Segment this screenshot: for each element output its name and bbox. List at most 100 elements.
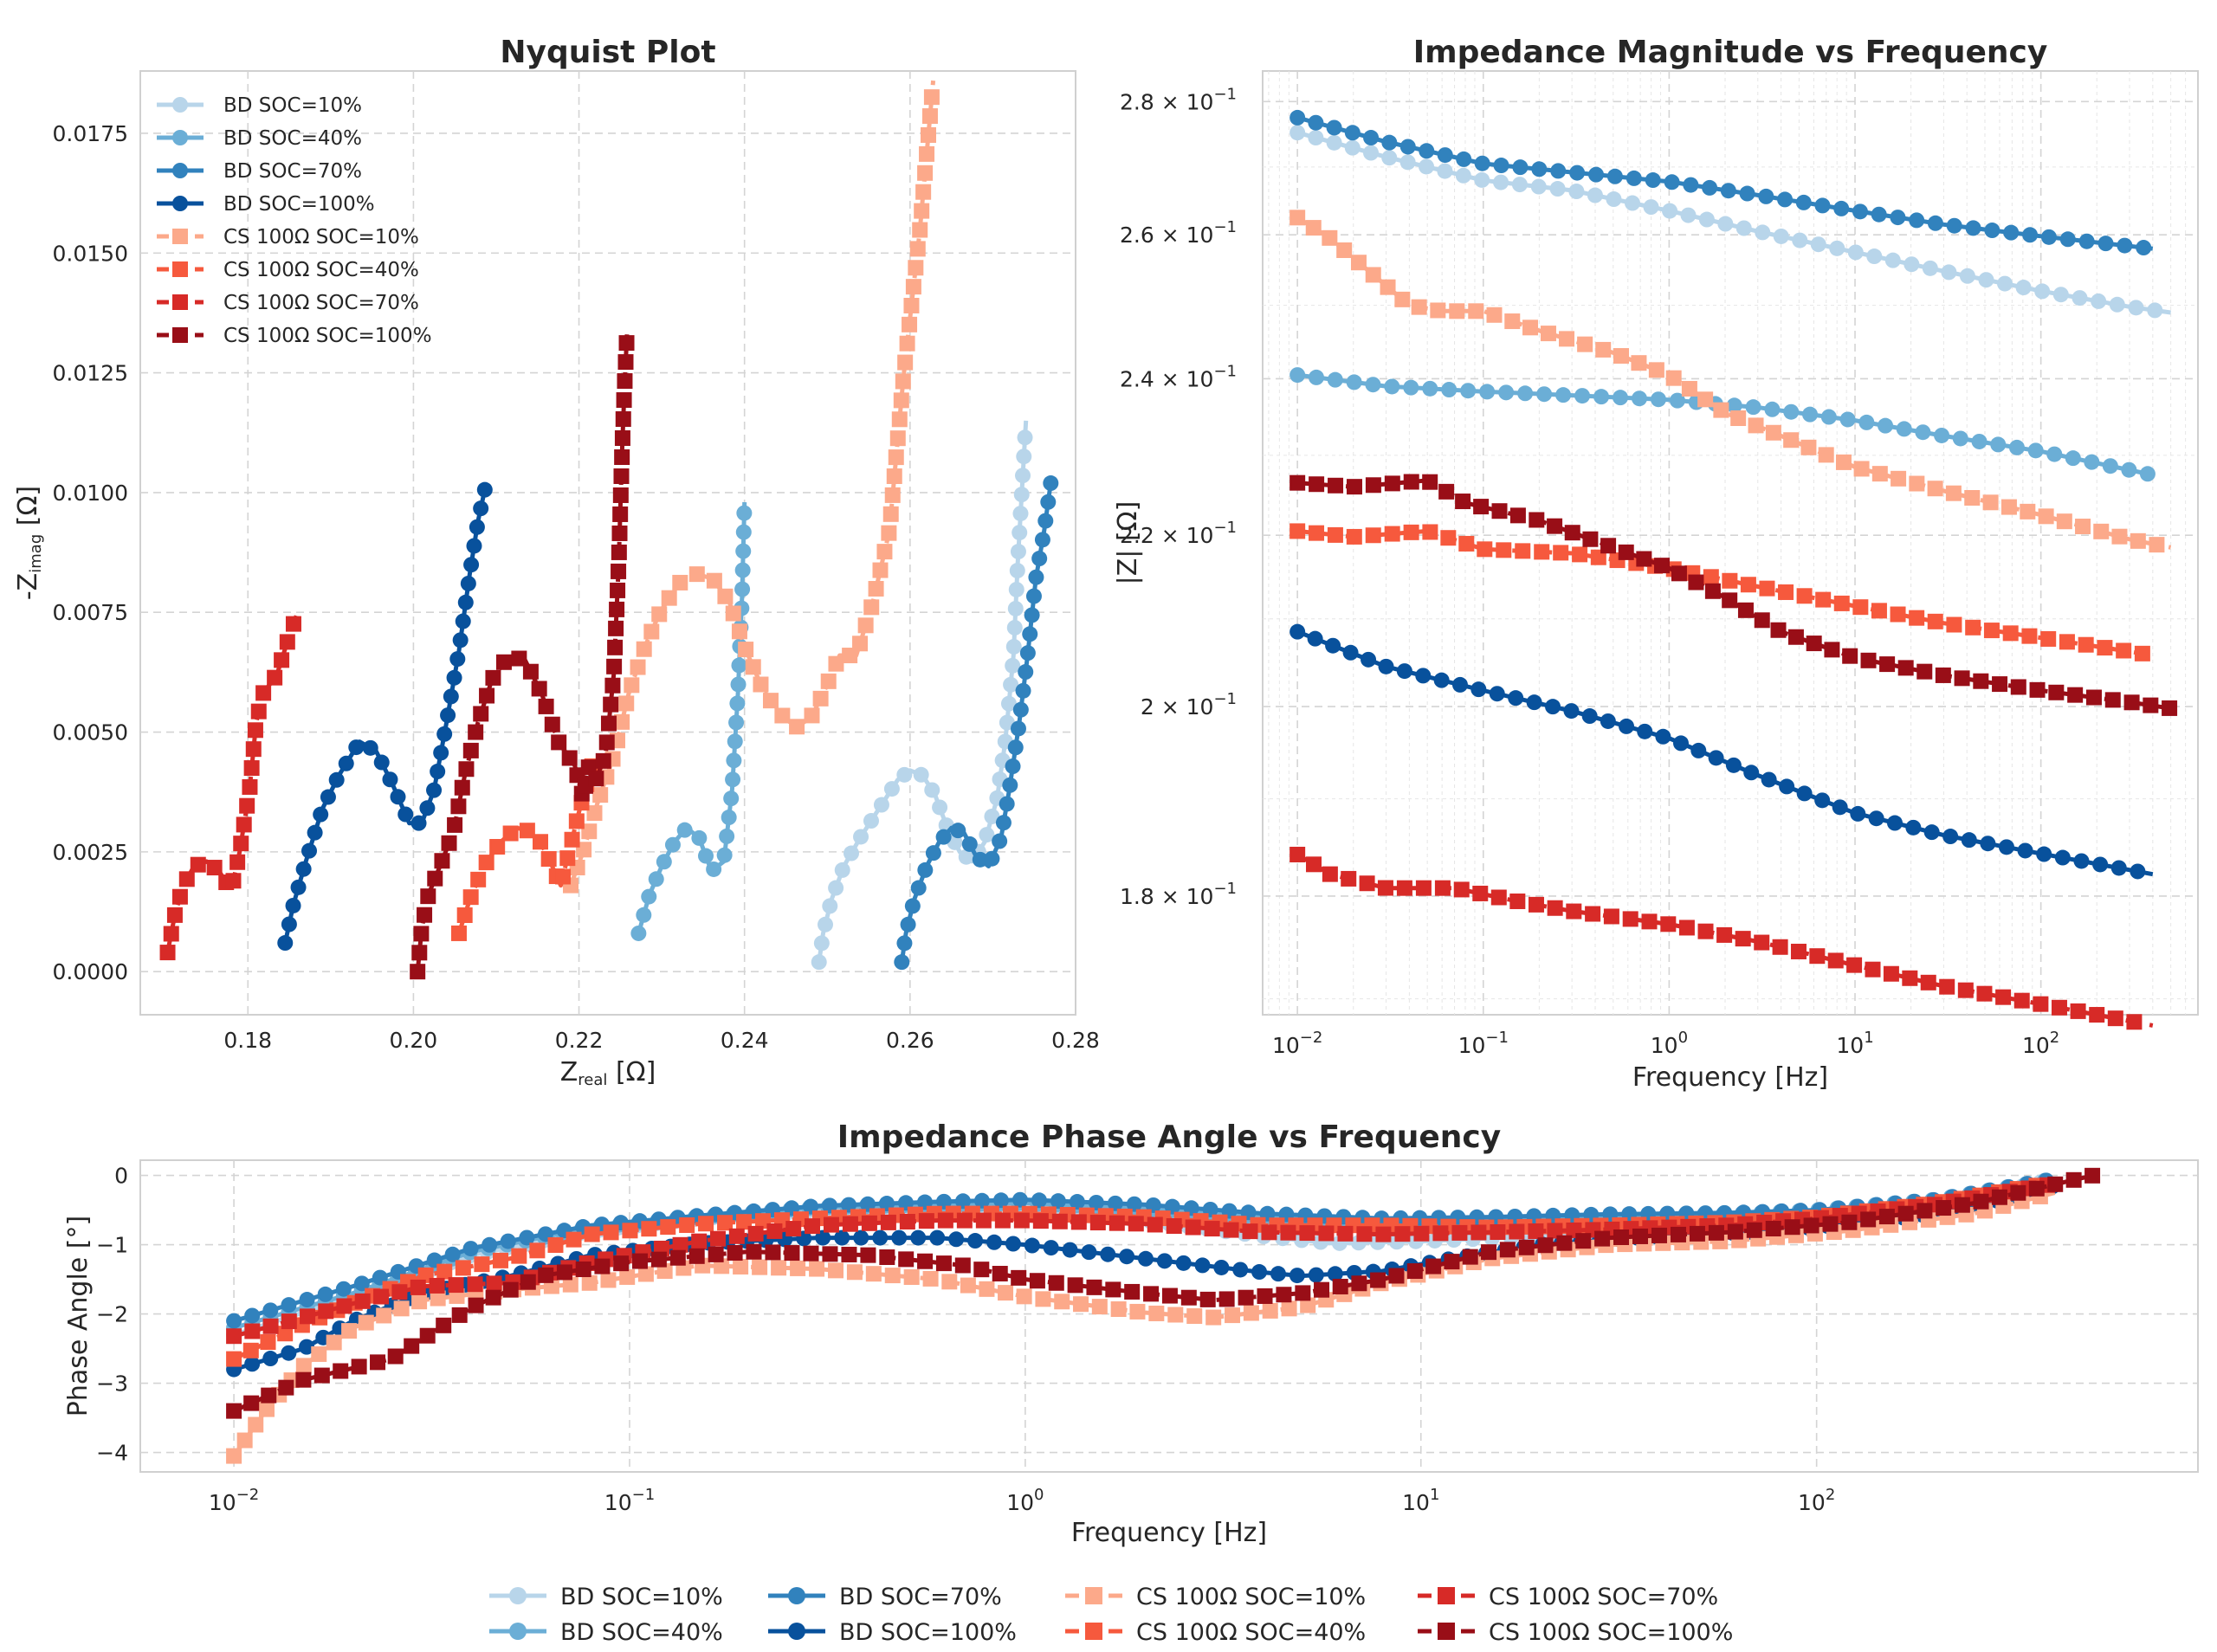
nyquist-y-tick-label: 0.0175 <box>53 121 128 146</box>
data-point <box>1697 391 1714 408</box>
magnitude-y-tick-label-base: 2.2 × 10 <box>1120 523 1213 548</box>
nyquist-y-tick-label: 0.0050 <box>53 720 128 745</box>
bottom-legend-label: CS 100Ω SOC=70% <box>1489 1584 1718 1610</box>
data-point <box>1490 1224 1506 1241</box>
data-point <box>992 1266 1008 1282</box>
data-point <box>1016 1288 1032 1305</box>
data-point <box>281 916 297 932</box>
data-point <box>1613 390 1629 406</box>
data-point <box>370 1354 386 1371</box>
data-point <box>811 954 827 971</box>
data-point <box>2010 679 2026 695</box>
data-point <box>1708 750 1724 766</box>
data-point <box>540 851 557 868</box>
data-point <box>1852 599 1869 616</box>
data-point <box>915 184 932 200</box>
data-point <box>1884 252 1901 268</box>
data-point <box>846 1264 863 1281</box>
data-point <box>1455 494 1471 510</box>
data-point <box>1897 660 1914 676</box>
data-point <box>1105 1281 1121 1298</box>
magnitude-x-tick-label-base: 10 <box>1651 1033 1678 1058</box>
data-point <box>1281 1300 1297 1317</box>
data-point <box>248 1416 264 1433</box>
data-point <box>2084 454 2100 470</box>
data-point <box>469 519 485 535</box>
data-point <box>879 1249 895 1266</box>
data-point <box>556 1264 572 1281</box>
data-point <box>616 392 632 409</box>
series-0-2 <box>894 475 1059 971</box>
data-point <box>2089 1007 2105 1023</box>
data-point <box>2002 625 2019 642</box>
data-point <box>1515 543 1531 559</box>
data-point <box>606 658 623 674</box>
data-point <box>1759 580 1775 597</box>
data-point <box>457 594 474 610</box>
data-point <box>1015 468 1031 484</box>
data-point <box>1688 574 1704 590</box>
data-point <box>262 1318 279 1334</box>
data-point <box>1378 658 1394 674</box>
data-point <box>390 789 406 805</box>
data-point <box>883 781 900 797</box>
data-point <box>1670 1226 1686 1242</box>
phase-x-tick-label-base: 10 <box>1006 1490 1034 1515</box>
nyquist-legend-item: CS 100Ω SOC=100% <box>157 325 432 347</box>
nyquist-x-label-main: Z <box>560 1057 578 1087</box>
data-point <box>1037 513 1054 529</box>
magnitude-plot-area <box>1262 70 2199 1016</box>
magnitude-y-tick-label-exp: −1 <box>1213 85 1237 103</box>
data-point <box>1537 1237 1554 1254</box>
magnitude-y-tick-label: 2 × 10−1 <box>1141 690 1237 720</box>
data-point <box>734 581 751 597</box>
data-point <box>239 797 255 814</box>
data-point <box>1289 109 1306 126</box>
data-point <box>1238 1289 1254 1306</box>
magnitude-title: Impedance Magnitude vs Frequency <box>1413 35 2048 70</box>
data-point <box>474 1256 490 1273</box>
nyquist-y-ticks: 0.0000 0.0025 0.0050 0.0075 0.0100 0.0125 0.01… <box>53 121 128 984</box>
data-point <box>446 669 462 686</box>
data-point <box>417 907 433 923</box>
data-point <box>723 791 740 807</box>
data-point <box>454 779 470 796</box>
data-point <box>834 861 850 878</box>
nyquist-legend-label: BD SOC=10% <box>223 94 362 117</box>
data-point <box>479 687 495 704</box>
bottom-legend-label: BD SOC=70% <box>839 1584 1002 1610</box>
data-point <box>178 871 195 887</box>
data-point <box>1326 119 1342 136</box>
data-point <box>1194 1257 1211 1274</box>
data-point <box>410 1279 426 1295</box>
data-point <box>1896 421 1912 437</box>
data-point <box>373 754 390 771</box>
data-point <box>1878 1209 1895 1225</box>
data-point <box>159 945 176 961</box>
data-point <box>908 260 924 276</box>
data-point <box>225 873 242 889</box>
data-point <box>440 707 456 724</box>
nyquist-series <box>159 80 1059 980</box>
nyquist-legend-item: CS 100Ω SOC=10% <box>157 226 419 248</box>
data-point <box>664 836 681 853</box>
data-point <box>485 1289 501 1306</box>
data-point <box>1697 923 1714 939</box>
data-point <box>1419 143 1435 159</box>
data-point <box>717 1215 734 1231</box>
data-point <box>2028 1180 2045 1197</box>
data-point <box>612 487 629 503</box>
data-point <box>1365 267 1381 283</box>
data-point <box>1300 1297 1316 1313</box>
data-point <box>853 829 869 845</box>
magnitude-y-tick-label-exp: −1 <box>1213 880 1237 898</box>
data-point <box>522 663 539 680</box>
data-point <box>2051 999 2067 1016</box>
data-point <box>771 1260 787 1276</box>
data-point <box>1489 686 1505 702</box>
data-point <box>1363 130 1380 146</box>
data-point <box>648 871 664 887</box>
data-point <box>1384 378 1400 395</box>
data-point <box>1957 982 1974 998</box>
nyquist-legend-item: CS 100Ω SOC=40% <box>157 259 419 281</box>
